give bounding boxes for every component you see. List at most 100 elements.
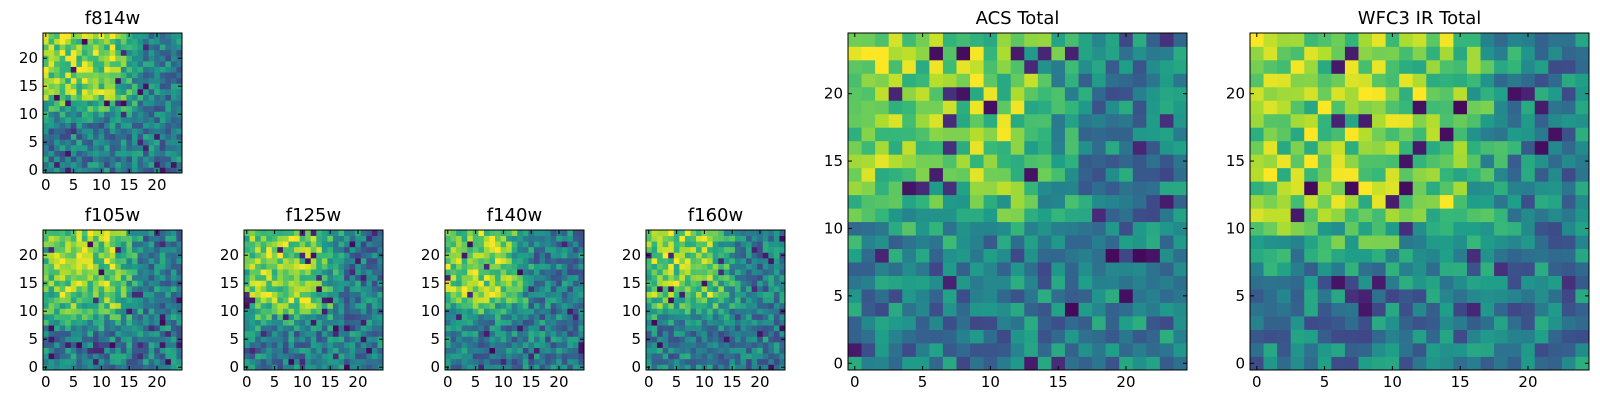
heatmap-cell — [54, 269, 61, 276]
heatmap-cell — [1159, 46, 1174, 61]
heatmap-cell — [321, 241, 328, 248]
heatmap-cell — [450, 325, 457, 332]
heatmap-cell — [148, 230, 155, 236]
heatmap-cell — [249, 347, 256, 354]
heatmap-cell — [360, 230, 367, 236]
heatmap-cell — [366, 291, 373, 298]
heatmap-cell — [115, 49, 122, 56]
heatmap-cell — [450, 314, 457, 320]
heatmap-cell — [366, 302, 373, 309]
heatmap-cell — [260, 358, 267, 365]
heatmap-cell — [1358, 275, 1373, 290]
heatmap-cell — [305, 336, 312, 343]
heatmap-cell — [126, 358, 133, 365]
heatmap-cell — [355, 319, 362, 326]
heatmap-cell — [902, 262, 917, 276]
heatmap-cell — [1399, 221, 1414, 236]
heatmap-cell — [310, 325, 317, 332]
heatmap-cell — [310, 342, 317, 348]
heatmap-cell — [344, 274, 350, 281]
heatmap-cell — [506, 314, 513, 320]
heatmap-cell — [1466, 248, 1481, 263]
heatmap-cell — [104, 230, 111, 236]
heatmap-cell — [1453, 86, 1468, 101]
heatmap-cell — [1331, 100, 1346, 115]
heatmap-cell — [1548, 302, 1563, 317]
heatmap-cell — [344, 325, 350, 332]
heatmap-cell — [657, 241, 664, 248]
heatmap-cell — [81, 77, 88, 84]
heatmap-cell — [299, 235, 306, 242]
heatmap-cell — [93, 77, 99, 84]
heatmap-cell — [679, 291, 686, 298]
heatmap-cell — [159, 252, 166, 259]
heatmap-cell — [1304, 100, 1319, 115]
heatmap-cell — [1331, 221, 1346, 236]
heatmap-cell — [81, 241, 88, 248]
heatmap-cell — [684, 364, 691, 371]
heatmap-cell — [1534, 329, 1549, 344]
heatmap-cell — [956, 248, 971, 263]
heatmap-cell — [321, 286, 328, 292]
heatmap-cell — [260, 274, 267, 281]
heatmap-cell — [54, 246, 61, 253]
heatmap-cell — [646, 241, 652, 248]
heatmap-cell — [65, 319, 72, 326]
heatmap-cell — [522, 230, 529, 236]
heatmap-cell — [1399, 33, 1414, 47]
y-tick-label: 15 — [1226, 152, 1245, 170]
heatmap-cell — [1344, 275, 1359, 290]
heatmap-cell — [176, 258, 183, 264]
heatmap-cell — [266, 302, 273, 309]
heatmap-cell — [54, 235, 61, 242]
heatmap-cell — [115, 286, 122, 292]
panel-title: f814w — [85, 8, 140, 29]
heatmap-cell — [489, 258, 496, 264]
heatmap-cell — [1250, 86, 1264, 101]
heatmap-cell — [712, 358, 719, 365]
heatmap-cell — [1092, 167, 1106, 182]
heatmap-cell — [154, 252, 161, 259]
heatmap-cell — [1344, 221, 1359, 236]
heatmap-cell — [690, 246, 697, 253]
heatmap-cell — [511, 297, 518, 304]
heatmap-cell — [316, 353, 323, 360]
heatmap-cell — [495, 235, 501, 242]
heatmap-cell — [997, 316, 1012, 330]
heatmap-cell — [762, 364, 769, 371]
heatmap-cell — [137, 297, 144, 304]
heatmap-cell — [109, 330, 116, 337]
heatmap-cell — [1521, 181, 1536, 196]
heatmap-cell — [104, 117, 111, 123]
heatmap-cell — [1132, 248, 1147, 263]
heatmap-cell — [757, 286, 764, 292]
heatmap-cell — [1561, 33, 1576, 47]
heatmap-cell — [316, 347, 323, 354]
heatmap-cell — [1466, 302, 1481, 317]
heatmap-cell — [734, 286, 741, 292]
heatmap-cell — [344, 364, 350, 371]
heatmap-cell — [734, 347, 741, 354]
heatmap-cell — [1466, 194, 1481, 209]
heatmap-cell — [668, 230, 675, 236]
heatmap-cell — [349, 269, 356, 276]
heatmap-cell — [956, 302, 971, 317]
heatmap-cell — [746, 297, 752, 304]
heatmap-cell — [59, 358, 66, 365]
heatmap-cell — [1521, 167, 1536, 182]
heatmap-cell — [176, 263, 183, 270]
heatmap-cell — [1304, 235, 1319, 250]
heatmap-cell — [545, 342, 551, 348]
heatmap-cell — [260, 269, 267, 276]
heatmap-cell — [572, 325, 579, 332]
heatmap-cell — [651, 358, 658, 365]
heatmap-cell — [1304, 289, 1319, 303]
heatmap-cell — [81, 263, 88, 270]
heatmap-cell — [522, 269, 529, 276]
heatmap-cell — [87, 161, 94, 168]
heatmap-cell — [1358, 154, 1373, 169]
heatmap-cell — [662, 286, 669, 292]
heatmap-cell — [646, 319, 652, 326]
heatmap-cell — [734, 241, 741, 248]
heatmap-cell — [1146, 235, 1161, 250]
